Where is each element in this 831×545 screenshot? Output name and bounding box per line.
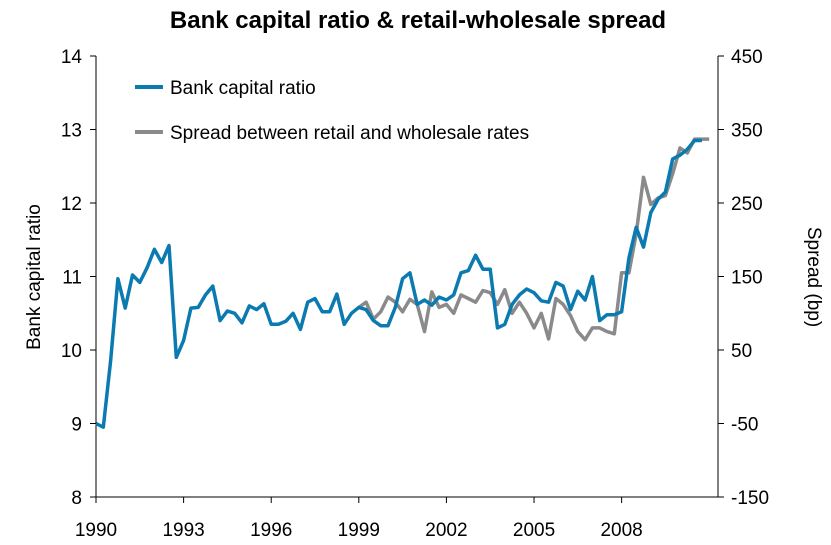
y-axis-right-title: Spread (bp): [803, 227, 824, 327]
x-tick-label: 2002: [425, 520, 467, 541]
y-right-tick-label: -50: [731, 415, 758, 436]
y-right-tick-label: 150: [731, 268, 763, 289]
legend: Bank capital ratio Spread between retail …: [135, 78, 529, 144]
x-tick-label: 1993: [162, 520, 204, 541]
y-left-tick-label: 13: [61, 121, 82, 142]
y-right-tick-label: 250: [731, 194, 763, 215]
x-tick-label: 1996: [250, 520, 292, 541]
y-right-tick-label: 50: [731, 341, 752, 362]
series-line-retail-wholesale-spread: [357, 137, 710, 342]
y-right-tick-label: -150: [731, 488, 769, 509]
legend-label-spread: Spread between retail and wholesale rate…: [170, 123, 529, 144]
series-layer: [95, 137, 710, 429]
y-left-tick-label: 8: [71, 488, 82, 509]
x-tick-label: 1990: [75, 520, 117, 541]
x-tick-label: 2005: [513, 520, 555, 541]
y-left-tick-label: 9: [71, 415, 82, 436]
axes-layer: 1990 1993 1996 1999 2002 2005 2008 8 9 10 11 12 13 14…: [61, 47, 769, 541]
y-left-tick-label: 11: [62, 268, 82, 289]
y-left-tick-label: 10: [61, 341, 82, 362]
y-right-tick-label: 450: [731, 47, 763, 68]
y-right-tick-label: 350: [731, 121, 763, 142]
legend-label-bank-capital-ratio: Bank capital ratio: [170, 78, 316, 99]
x-tick-label: 2008: [600, 520, 642, 541]
chart-title: Bank capital ratio & retail-wholesale sp…: [170, 7, 666, 34]
y-left-tick-label: 12: [61, 194, 82, 215]
series-line-bank-capital-ratio: [95, 138, 702, 429]
x-tick-label: 1999: [338, 520, 380, 541]
y-axis-left-title: Bank capital ratio: [24, 204, 45, 350]
y-left-tick-label: 14: [61, 47, 83, 68]
